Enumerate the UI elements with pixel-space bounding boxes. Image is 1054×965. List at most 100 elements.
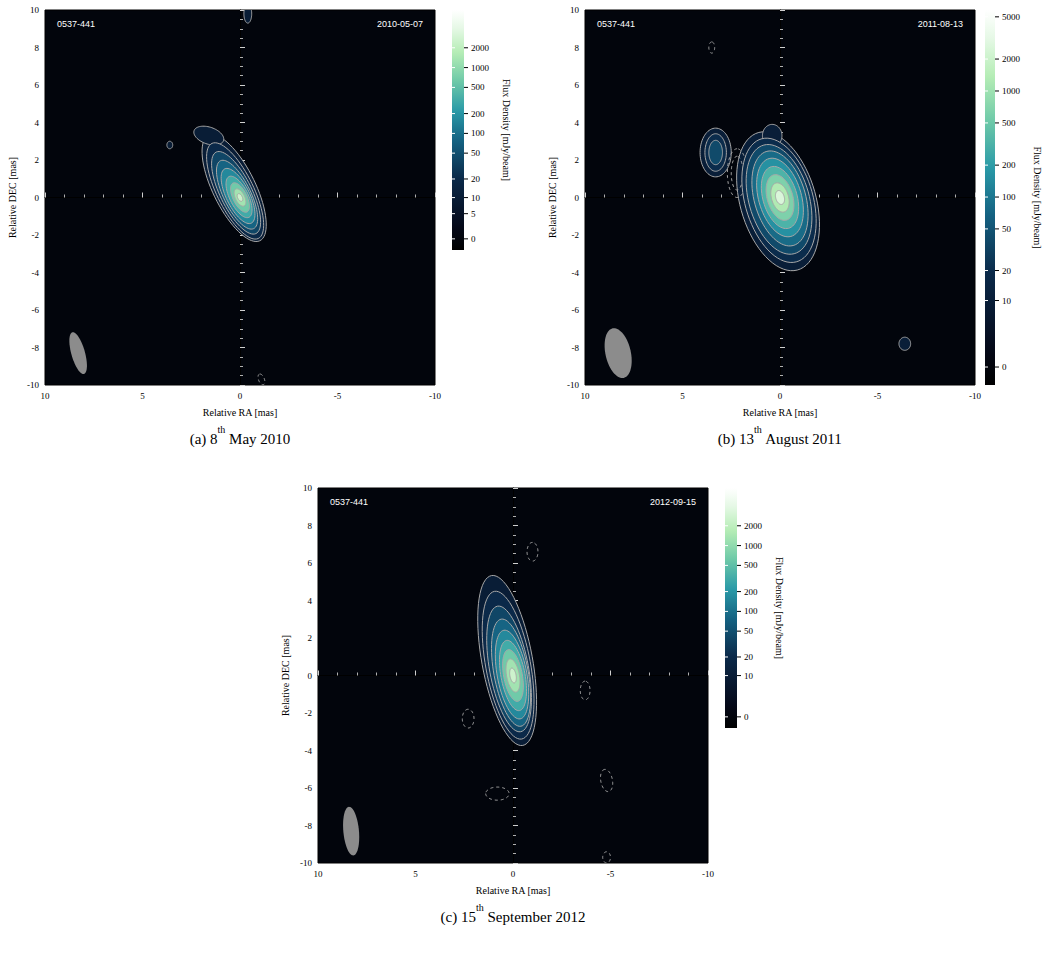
svg-text:0537-441: 0537-441 [57, 19, 95, 29]
svg-text:-10: -10 [300, 858, 312, 868]
svg-text:-6: -6 [305, 783, 313, 793]
svg-text:Relative RA [mas]: Relative RA [mas] [476, 885, 550, 896]
svg-text:-10: -10 [567, 380, 579, 390]
svg-text:100: 100 [1002, 192, 1016, 202]
svg-text:2000: 2000 [1002, 54, 1021, 64]
svg-text:50: 50 [471, 148, 481, 158]
svg-text:1000: 1000 [744, 541, 763, 551]
svg-text:8: 8 [35, 43, 40, 53]
svg-text:50: 50 [1002, 224, 1012, 234]
svg-text:8: 8 [308, 521, 313, 531]
svg-text:6: 6 [575, 80, 580, 90]
svg-text:50: 50 [744, 626, 754, 636]
svg-text:10: 10 [303, 483, 313, 493]
svg-text:-2: -2 [572, 230, 580, 240]
svg-text:0: 0 [471, 234, 476, 244]
svg-text:-10: -10 [429, 391, 441, 401]
svg-text:20: 20 [744, 652, 754, 662]
svg-text:-8: -8 [32, 343, 40, 353]
svg-text:2: 2 [35, 155, 40, 165]
svg-text:-4: -4 [305, 746, 313, 756]
svg-text:-10: -10 [969, 391, 981, 401]
svg-text:Relative DEC [mas]: Relative DEC [mas] [7, 157, 18, 238]
svg-text:0: 0 [308, 671, 313, 681]
svg-text:-5: -5 [334, 391, 342, 401]
svg-text:5: 5 [413, 869, 418, 879]
svg-text:200: 200 [744, 587, 758, 597]
svg-text:2010-05-07: 2010-05-07 [377, 19, 423, 29]
svg-text:100: 100 [744, 606, 758, 616]
svg-text:-5: -5 [607, 869, 615, 879]
svg-text:10: 10 [744, 671, 754, 681]
svg-text:-8: -8 [572, 343, 580, 353]
svg-text:2: 2 [308, 633, 313, 643]
svg-text:0537-441: 0537-441 [597, 19, 635, 29]
svg-text:-6: -6 [572, 305, 580, 315]
svg-text:500: 500 [471, 82, 485, 92]
svg-text:8: 8 [575, 43, 580, 53]
svg-text:2000: 2000 [471, 43, 490, 53]
svg-text:Relative DEC [mas]: Relative DEC [mas] [280, 635, 291, 716]
svg-text:10: 10 [30, 5, 40, 15]
svg-text:200: 200 [1002, 160, 1016, 170]
svg-text:10: 10 [314, 869, 324, 879]
svg-text:4: 4 [308, 596, 313, 606]
svg-text:Relative RA [mas]: Relative RA [mas] [743, 407, 817, 418]
svg-text:500: 500 [1002, 118, 1016, 128]
svg-text:5: 5 [680, 391, 685, 401]
svg-text:200: 200 [471, 109, 485, 119]
svg-text:6: 6 [35, 80, 40, 90]
svg-text:-4: -4 [572, 268, 580, 278]
svg-text:1000: 1000 [1002, 86, 1021, 96]
svg-text:-5: -5 [874, 391, 882, 401]
svg-text:20: 20 [471, 174, 481, 184]
svg-text:May 2010: May 2010 [225, 431, 290, 447]
svg-text:Flux Density [mJy/beam]: Flux Density [mJy/beam] [1032, 146, 1043, 248]
svg-text:0: 0 [575, 193, 580, 203]
svg-text:100: 100 [471, 128, 485, 138]
svg-text:-2: -2 [305, 708, 313, 718]
svg-text:6: 6 [308, 558, 313, 568]
svg-text:September 2012: September 2012 [484, 909, 586, 925]
svg-text:10: 10 [1002, 296, 1012, 306]
svg-text:0537-441: 0537-441 [330, 497, 368, 507]
svg-text:500: 500 [744, 560, 758, 570]
svg-text:10: 10 [570, 5, 580, 15]
svg-text:(a) 8: (a) 8 [190, 431, 218, 448]
svg-text:-4: -4 [32, 268, 40, 278]
svg-text:10: 10 [471, 193, 481, 203]
svg-text:20: 20 [1002, 266, 1012, 276]
svg-text:0: 0 [744, 712, 749, 722]
svg-text:-6: -6 [32, 305, 40, 315]
svg-text:-8: -8 [305, 821, 313, 831]
svg-text:2: 2 [575, 155, 580, 165]
svg-text:(c) 15: (c) 15 [441, 909, 476, 926]
svg-text:1000: 1000 [471, 63, 490, 73]
svg-text:0: 0 [35, 193, 40, 203]
svg-text:(b) 13: (b) 13 [718, 431, 754, 448]
svg-text:10: 10 [581, 391, 591, 401]
svg-text:10: 10 [41, 391, 51, 401]
svg-text:Relative RA [mas]: Relative RA [mas] [203, 407, 277, 418]
svg-text:-10: -10 [702, 869, 714, 879]
svg-text:0: 0 [238, 391, 243, 401]
svg-text:2011-08-13: 2011-08-13 [918, 19, 963, 29]
svg-text:Flux Density [mJy/beam]: Flux Density [mJy/beam] [774, 557, 785, 659]
svg-text:5: 5 [471, 209, 476, 219]
svg-text:-10: -10 [27, 380, 39, 390]
svg-text:4: 4 [35, 118, 40, 128]
svg-text:5000: 5000 [1002, 12, 1021, 22]
svg-text:5: 5 [140, 391, 145, 401]
svg-text:Flux Density [mJy/beam]: Flux Density [mJy/beam] [501, 79, 512, 181]
svg-text:th: th [476, 902, 484, 913]
svg-text:th: th [754, 424, 762, 435]
svg-text:0: 0 [1002, 362, 1007, 372]
svg-text:th: th [218, 424, 226, 435]
svg-text:August 2011: August 2011 [762, 431, 841, 447]
svg-text:4: 4 [575, 118, 580, 128]
svg-text:Relative DEC [mas]: Relative DEC [mas] [547, 157, 558, 238]
svg-text:2012-09-15: 2012-09-15 [650, 497, 696, 507]
svg-text:2000: 2000 [744, 521, 763, 531]
svg-text:-2: -2 [32, 230, 40, 240]
svg-text:0: 0 [511, 869, 516, 879]
